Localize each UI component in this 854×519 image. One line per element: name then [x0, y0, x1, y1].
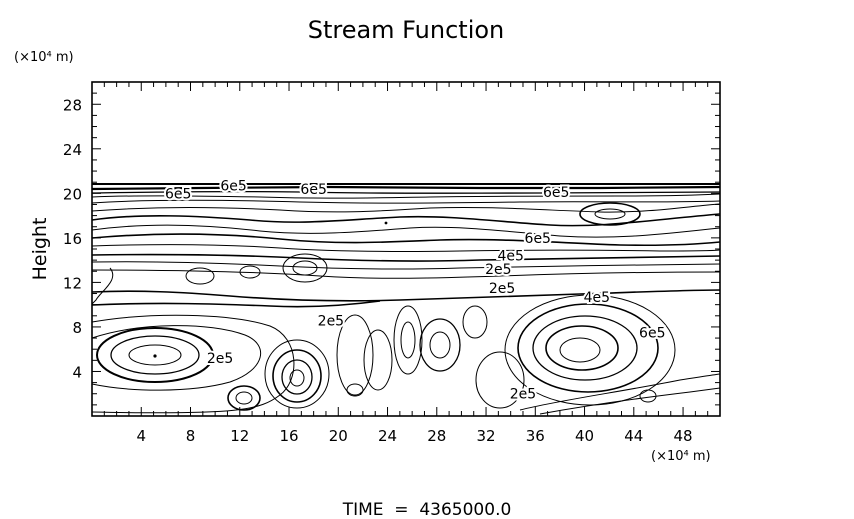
contour-label: 2e5	[510, 387, 536, 403]
x-tick-label: 8	[186, 427, 196, 445]
x-tick-label: 32	[476, 427, 495, 445]
contour-lines	[91, 183, 721, 415]
contour-label: 2e5	[207, 351, 233, 367]
y-tick-label: 20	[63, 185, 82, 203]
y-tick-label: 24	[63, 141, 82, 159]
contour-label: 6e5	[639, 326, 665, 342]
x-tick-label: 40	[575, 427, 594, 445]
x-tick-label: 4	[136, 427, 146, 445]
x-tick-label: 24	[378, 427, 397, 445]
contour-label: 2e5	[318, 313, 344, 329]
contour-label: 6e5	[525, 231, 551, 247]
y-axis-unit: (×10⁴ m)	[14, 50, 74, 65]
contour-label: 6e5	[543, 185, 569, 201]
y-tick-label: 4	[72, 363, 82, 381]
x-tick-label: 48	[674, 427, 693, 445]
x-axis-unit: (×10⁴ m)	[651, 449, 711, 464]
y-tick-label: 28	[63, 96, 82, 114]
contour-label: 6e5	[165, 186, 191, 202]
x-tick-label: 36	[526, 427, 545, 445]
plot-frame	[91, 81, 721, 417]
y-tick-label: 12	[63, 274, 82, 292]
time-footer: TIME = 4365000.0	[342, 500, 512, 519]
contour-label: 6e5	[220, 179, 246, 195]
x-axis: 4 8 12 16 20 24 28 32 36 40 44 48	[103, 82, 709, 445]
y-axis: 4 8 12 16 20 24 28	[63, 92, 720, 406]
x-tick-label: 20	[329, 427, 348, 445]
x-tick-label: 12	[230, 427, 249, 445]
y-tick-label: 16	[63, 230, 82, 248]
x-tick-label: 44	[624, 427, 643, 445]
x-tick-label: 28	[427, 427, 446, 445]
x-tick-label: 16	[279, 427, 298, 445]
contour-label: 4e5	[497, 249, 523, 265]
contour-label: 2e5	[489, 281, 515, 297]
contour-label: 6e5	[300, 182, 326, 198]
contour-label: 2e5	[485, 262, 511, 278]
contour-label: 4e5	[584, 290, 610, 306]
y-axis-label: Height	[29, 218, 51, 281]
chart-title: Stream Function	[308, 16, 505, 44]
y-tick-label: 8	[72, 319, 82, 337]
